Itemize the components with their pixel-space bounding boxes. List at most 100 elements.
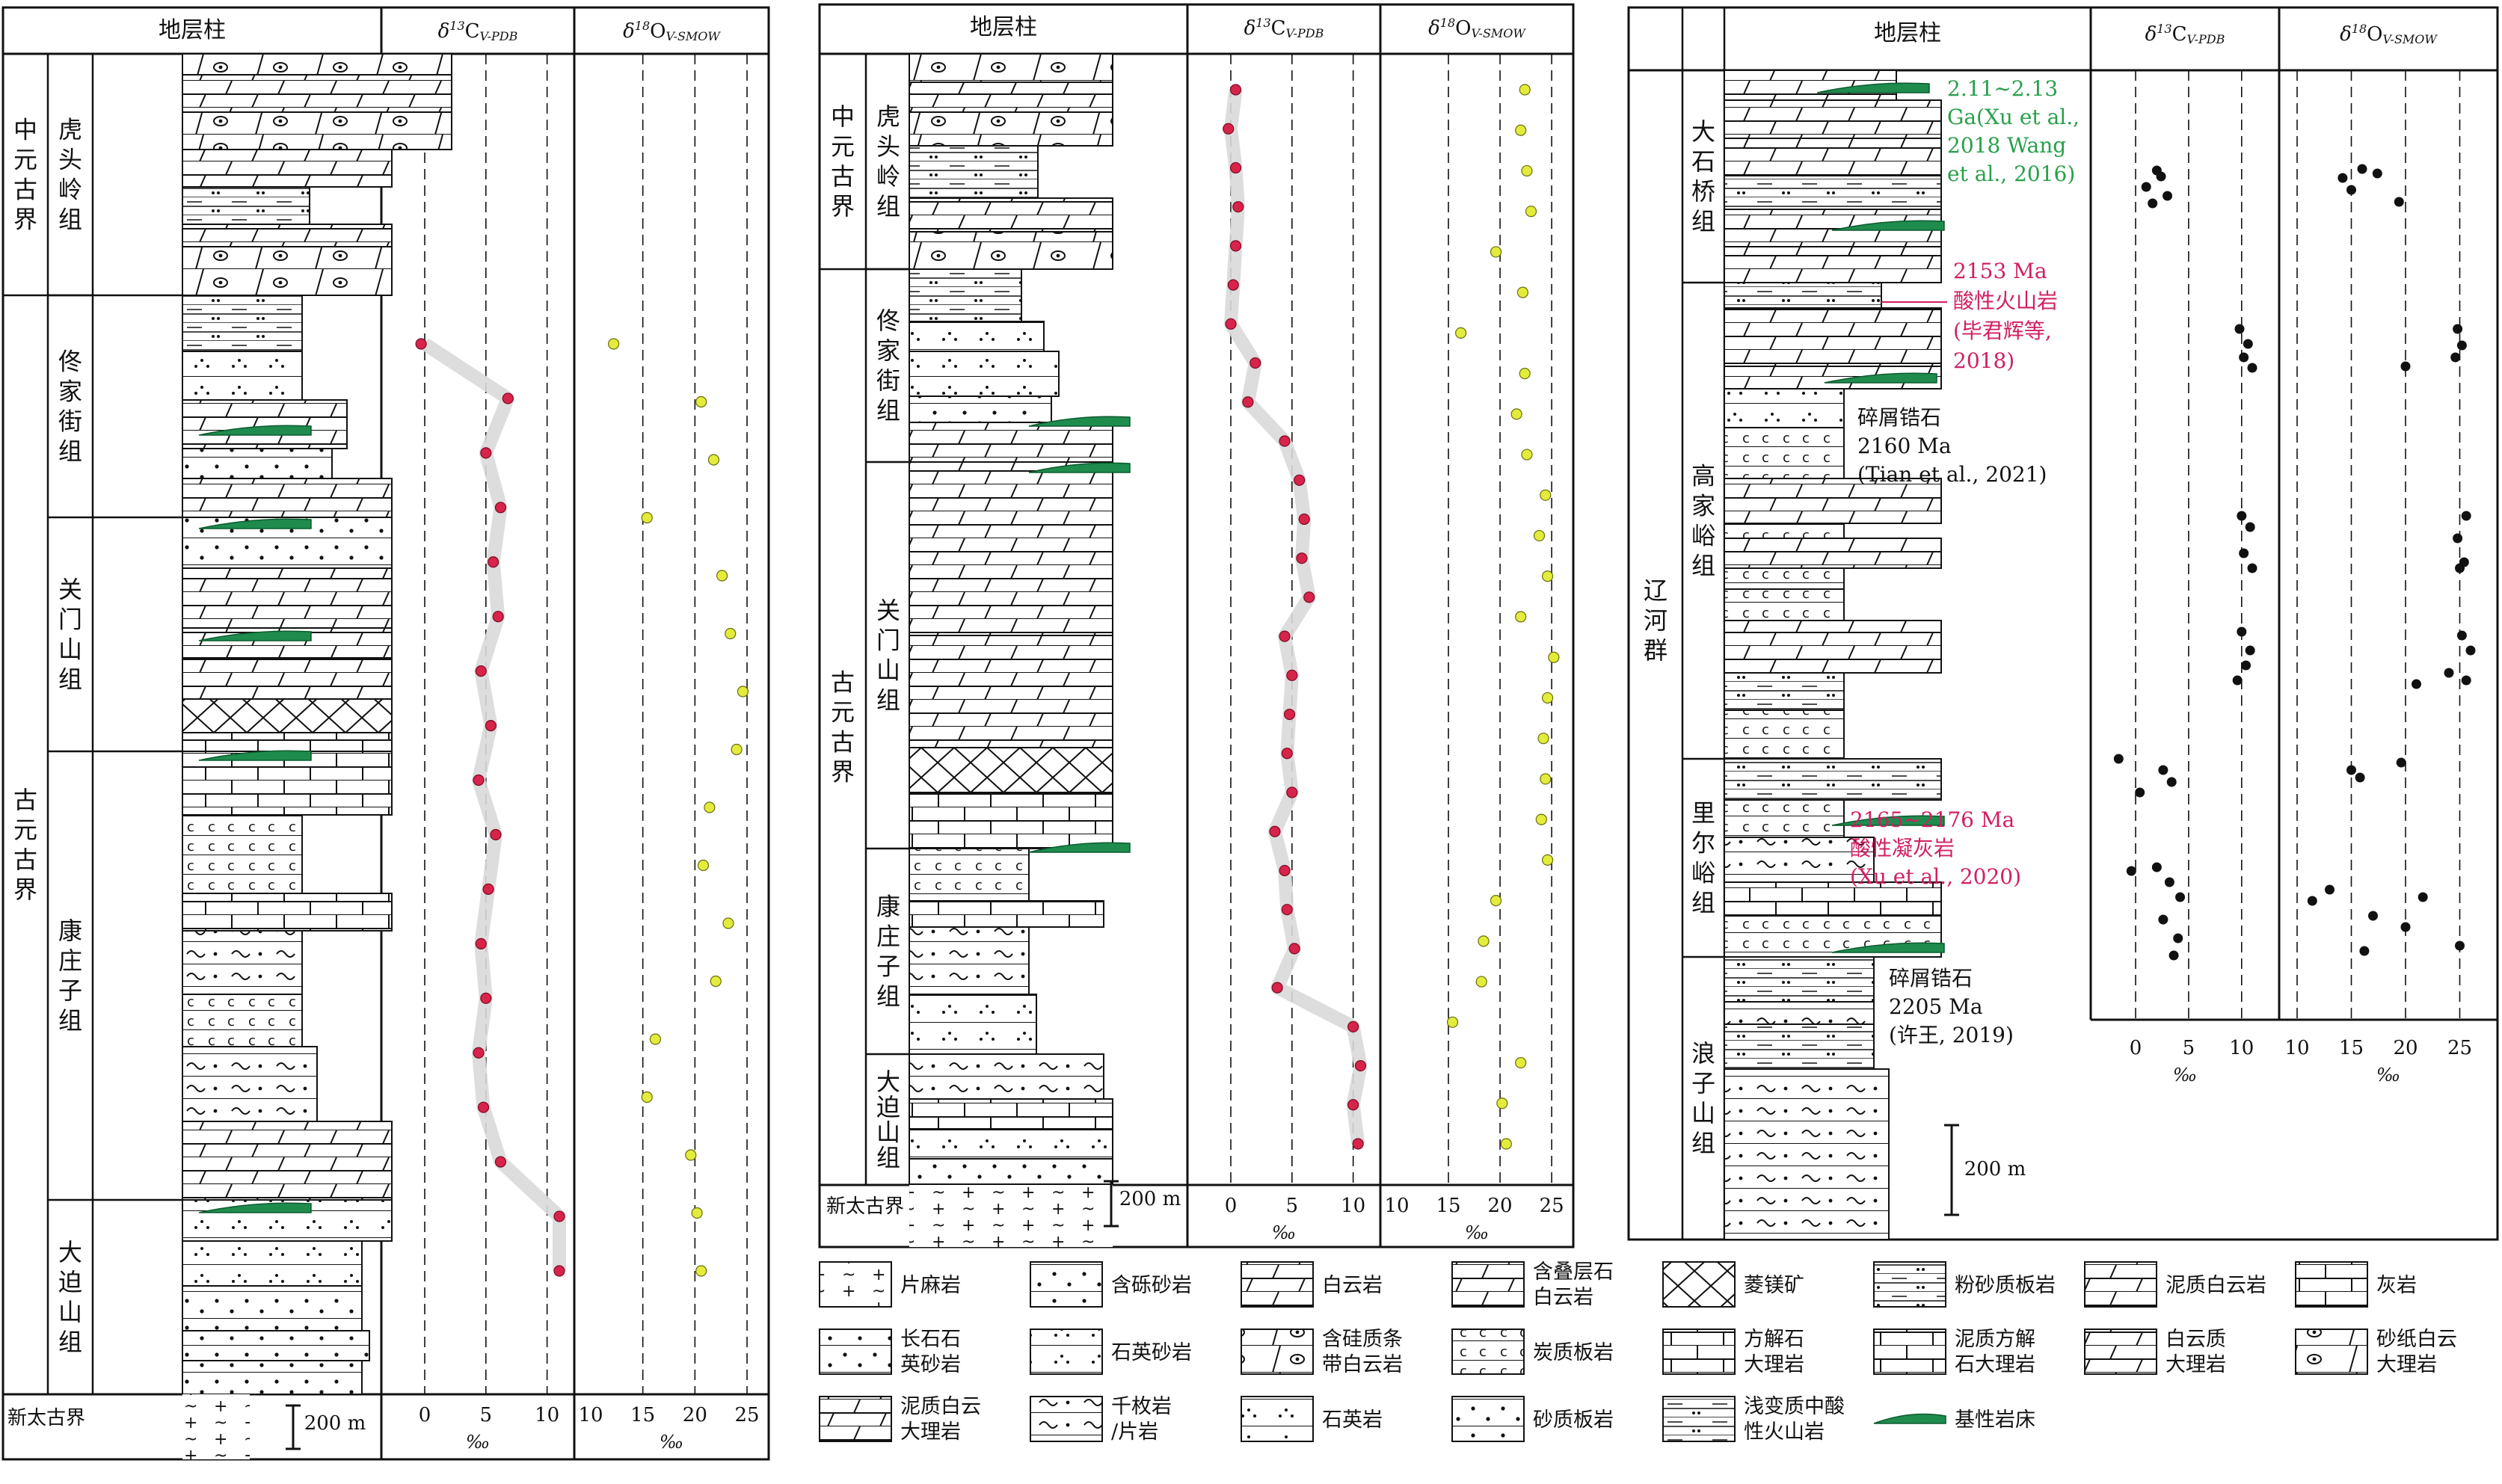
- carbon-sample-point: [1352, 1138, 1364, 1150]
- lithology-bed: [1724, 1023, 1875, 1070]
- lithology-bed: [1724, 799, 1845, 838]
- legend-label: 方解石大理岩: [1744, 1328, 1804, 1376]
- lithology-bed: [182, 627, 393, 659]
- oxygen-sample-point: [2307, 896, 2317, 906]
- oxygen-sample-point: [685, 1149, 697, 1161]
- lithology-bed: [909, 1158, 1113, 1186]
- panel-border: [1, 6, 770, 1461]
- annotation-line: 碎屑锆石: [1889, 966, 1973, 991]
- era-label-archean: 新太古界: [826, 1195, 904, 1218]
- lithology-bed: [909, 747, 1113, 793]
- carbon-unit-label: ‰: [466, 1432, 490, 1453]
- formation-label: 康庄子组: [876, 893, 900, 1011]
- lithology-bed: [909, 231, 1113, 270]
- formation-label: 关门山组: [876, 597, 900, 715]
- oxygen-tick-label: 20: [1488, 1195, 1513, 1217]
- era-label: 中元古界: [13, 116, 37, 234]
- legend-swatch: [1451, 1261, 1525, 1308]
- annotation-line: Ga(Xu et al.,: [1947, 105, 2080, 129]
- lithology-bed: [182, 1121, 393, 1201]
- lithology-bed: [909, 994, 1037, 1055]
- oxygen-sample-point: [1446, 1016, 1459, 1028]
- carbon-sample-point: [2245, 522, 2255, 532]
- oxygen-sample-point: [2368, 911, 2378, 921]
- oxygen-sample-point: [641, 511, 653, 524]
- lithology-bed: [182, 448, 333, 479]
- carbon-sample-point: [1223, 123, 1235, 135]
- lithology-bed: [1724, 709, 1845, 760]
- lithology-bed: [1724, 588, 1845, 621]
- scale-bar-label: 200 m: [1119, 1188, 1181, 1210]
- oxygen-sample-point: [695, 1265, 707, 1277]
- carbon-sample-point: [473, 774, 485, 786]
- carbon-sample-point: [2245, 645, 2255, 656]
- header-carbon: δ13CV-PDB: [438, 19, 518, 43]
- legend-swatch: [1662, 1261, 1736, 1308]
- carbon-sample-point: [1286, 786, 1298, 798]
- oxygen-unit-label: ‰: [1465, 1222, 1489, 1243]
- annotation-line: 碎屑锆石: [1857, 405, 1941, 430]
- scale-bar-label: 200 m: [1964, 1158, 2026, 1180]
- legend-swatch: [1030, 1396, 1103, 1442]
- basic-sill: [1028, 416, 1131, 427]
- lithology-bed: [1724, 427, 1845, 479]
- annotation-line: 酸性火山岩: [1953, 289, 2058, 313]
- oxygen-sample-point: [1525, 206, 1537, 218]
- carbon-sample-point: [1269, 825, 1281, 837]
- legend-swatch: [1873, 1261, 1946, 1308]
- basic-sill: [1028, 462, 1131, 473]
- oxygen-sample-point: [1537, 733, 1549, 745]
- formation-label: 大迫山组: [58, 1238, 82, 1356]
- legend-swatch: [1241, 1328, 1314, 1375]
- era-label: 古元古界: [831, 668, 855, 786]
- lithology-bed: [909, 900, 1104, 928]
- carbon-sample-point: [1281, 904, 1293, 916]
- annotation-line: 2205 Ma: [1889, 994, 1983, 1019]
- carbon-trend-band: [421, 338, 566, 1271]
- oxygen-sample-point: [2418, 892, 2428, 902]
- lithology-bed: [1724, 620, 1942, 674]
- legend-label: 片麻岩: [900, 1274, 961, 1297]
- oxygen-sample-point: [1548, 651, 1560, 663]
- carbon-tick-label: 0: [1225, 1195, 1238, 1217]
- oxygen-sample-point: [2455, 940, 2465, 951]
- lithology-bed: [909, 1128, 1113, 1160]
- oxygen-sample-point: [2394, 197, 2404, 207]
- oxygen-tick-label: 15: [630, 1404, 655, 1426]
- oxygen-sample-point: [2453, 324, 2463, 334]
- lithology-bed: [909, 926, 1030, 995]
- oxygen-sample-point: [731, 743, 743, 756]
- basic-sill: [1831, 815, 1945, 826]
- carbon-tick-label: 5: [1286, 1195, 1299, 1217]
- carbon-sample-point: [553, 1210, 565, 1222]
- column-header: 地层柱: [159, 17, 226, 43]
- lithology-bed: [909, 422, 1113, 463]
- oxygen-sample-point: [722, 917, 734, 929]
- lithology-bed: [182, 751, 393, 816]
- legend-swatch: [1241, 1396, 1314, 1442]
- annotation-line: (Xu et al., 2020): [1850, 864, 2021, 889]
- oxygen-sample-point: [1541, 692, 1554, 704]
- stratigraphic-columns: [182, 53, 1945, 1459]
- carbon-sample-point: [480, 992, 492, 1004]
- legend-label: 灰岩: [2376, 1274, 2417, 1297]
- oxygen-tick-label: 25: [734, 1404, 759, 1426]
- legend-label: 含砾砂岩: [1111, 1274, 1192, 1297]
- carbon-sample-point: [1229, 240, 1242, 252]
- oxygen-sample-point: [2357, 164, 2367, 174]
- lithology-bed: [182, 698, 393, 733]
- lithology-bed: [909, 1098, 1113, 1130]
- carbon-sample-point: [2151, 165, 2162, 176]
- oxygen-sample-point: [707, 454, 720, 466]
- lithology-bed: [182, 74, 452, 113]
- carbon-sample-point: [2243, 339, 2253, 349]
- oxygen-sample-point: [641, 1091, 653, 1103]
- oxygen-tick-label: 20: [2393, 1037, 2418, 1059]
- lithology-bed: [909, 395, 1052, 423]
- oxygen-sample-point: [2372, 168, 2382, 179]
- formation-label: 大迫山组: [876, 1068, 900, 1172]
- legend-label: 千枚岩/片岩: [1111, 1395, 1172, 1444]
- lithology-bed: [182, 814, 303, 894]
